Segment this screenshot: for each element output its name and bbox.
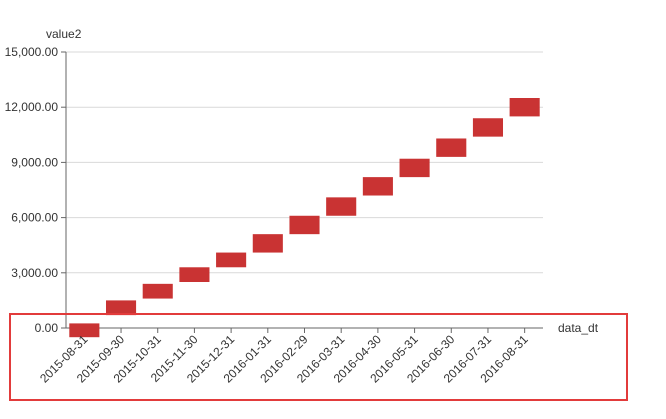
bar (179, 267, 210, 282)
bar (472, 118, 504, 137)
highlight-box (9, 313, 628, 401)
bar (252, 234, 283, 253)
grid-layer (66, 51, 543, 274)
bars-layer (69, 98, 540, 338)
y-tick-label: 12,000.00 (5, 100, 59, 114)
bar (399, 158, 430, 178)
y-tick-label: 6,000.00 (11, 211, 58, 225)
bar (326, 197, 357, 216)
bar (289, 215, 320, 235)
x-axis-label: data_dt (558, 321, 599, 335)
bar (362, 177, 393, 196)
y-tick-label: 9,000.00 (11, 155, 58, 169)
bar (436, 138, 467, 157)
bar (509, 98, 540, 117)
y-tick-label: 15,000.00 (5, 45, 59, 59)
bar (105, 300, 137, 316)
axis-layer (61, 51, 543, 333)
y-tick-label: 0.00 (35, 321, 59, 335)
y-tick-label: 3,000.00 (11, 266, 58, 280)
y-axis-label: value2 (46, 27, 82, 41)
bar (142, 283, 173, 299)
bar (216, 252, 247, 268)
bar (69, 323, 100, 338)
